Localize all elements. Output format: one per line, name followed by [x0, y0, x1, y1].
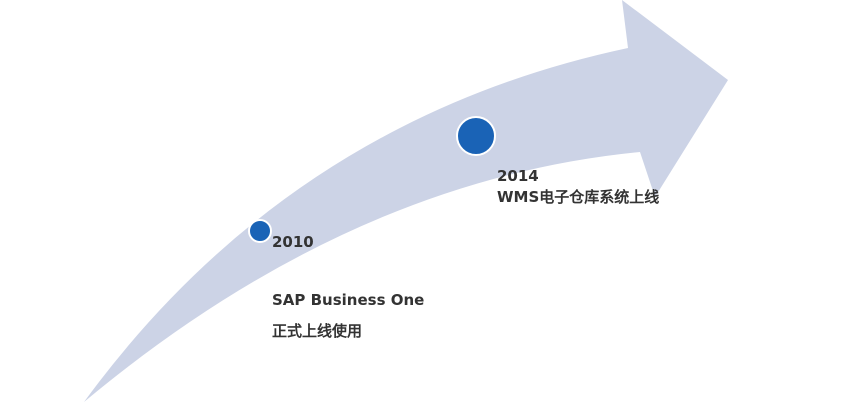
curved-arrow-shape [84, 0, 728, 402]
milestone-title-2010: SAP Business One [272, 291, 425, 309]
milestone-year-2014: 2014 [497, 167, 539, 185]
milestone-marker-2014 [456, 116, 496, 156]
milestone-marker-2010 [248, 219, 272, 243]
milestone-desc-2010: 正式上线使用 [272, 322, 363, 340]
milestone-year-2010: 2010 [272, 233, 314, 251]
milestone-desc-2014: WMS电子仓库系统上线 [497, 188, 660, 206]
